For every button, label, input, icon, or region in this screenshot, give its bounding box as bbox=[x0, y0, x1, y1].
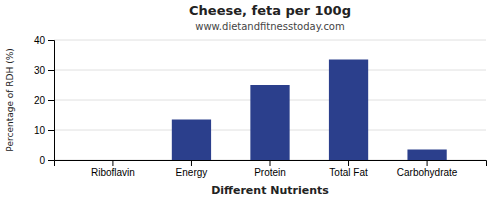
subtitle: www.dietandfitnesstoday.com bbox=[195, 21, 344, 32]
x-axis-title: Different Nutrients bbox=[211, 184, 329, 197]
tick-mark bbox=[48, 70, 54, 71]
x-tick: Carbohydrate bbox=[397, 160, 458, 178]
bar bbox=[93, 160, 132, 161]
y-tick: 20 bbox=[34, 95, 54, 106]
x-tick-label: Total Fat bbox=[329, 167, 368, 178]
y-tick-label: 10 bbox=[34, 125, 46, 136]
y-axis: 0 10 20 30 40 bbox=[34, 35, 55, 166]
x-tick-label: Riboflavin bbox=[91, 167, 135, 178]
tick-mark bbox=[191, 160, 192, 166]
tick-mark bbox=[48, 130, 54, 131]
y-tick: 0 bbox=[39, 155, 54, 166]
y-tick-label: 20 bbox=[34, 95, 46, 106]
y-tick-label: 30 bbox=[34, 65, 46, 76]
x-tick: Energy bbox=[176, 160, 208, 178]
tick-mark bbox=[48, 40, 54, 41]
tick-mark bbox=[427, 160, 428, 166]
tick-mark bbox=[48, 100, 54, 101]
y-tick: 10 bbox=[34, 125, 54, 136]
plot-area: Riboflavin Energy Protein Total Fat Carbohyd… bbox=[34, 35, 487, 178]
tick-mark bbox=[112, 160, 113, 166]
axis-line bbox=[48, 41, 55, 161]
tick-mark bbox=[270, 160, 271, 166]
y-tick: 30 bbox=[34, 65, 54, 76]
y-axis-title: Percentage of RDH (%) bbox=[5, 48, 15, 151]
x-tick-label: Energy bbox=[176, 167, 208, 178]
bar bbox=[250, 85, 289, 160]
x-tick: Riboflavin bbox=[91, 160, 135, 178]
axis-line bbox=[55, 161, 487, 167]
x-axis: Riboflavin Energy Protein Total Fat Carbohyd… bbox=[55, 160, 487, 178]
bar bbox=[172, 120, 211, 161]
x-tick: Protein bbox=[254, 160, 286, 178]
bars bbox=[172, 60, 447, 161]
title: Cheese, feta per 100g bbox=[189, 3, 351, 18]
y-tick-label: 40 bbox=[34, 35, 46, 46]
chart: Cheese, feta per 100g www.dietandfitnesst… bbox=[0, 0, 500, 200]
x-tick: Total Fat bbox=[329, 160, 368, 178]
y-tick-label: 0 bbox=[39, 155, 45, 166]
tick-mark bbox=[48, 160, 54, 161]
y-tick: 40 bbox=[34, 35, 54, 46]
bar bbox=[407, 150, 446, 161]
bar bbox=[329, 60, 368, 161]
grid-line bbox=[54, 70, 486, 71]
x-tick-label: Carbohydrate bbox=[397, 167, 458, 178]
tick-mark bbox=[348, 160, 349, 166]
grid bbox=[54, 40, 486, 160]
grid-line bbox=[54, 40, 486, 41]
x-tick-label: Protein bbox=[254, 167, 286, 178]
